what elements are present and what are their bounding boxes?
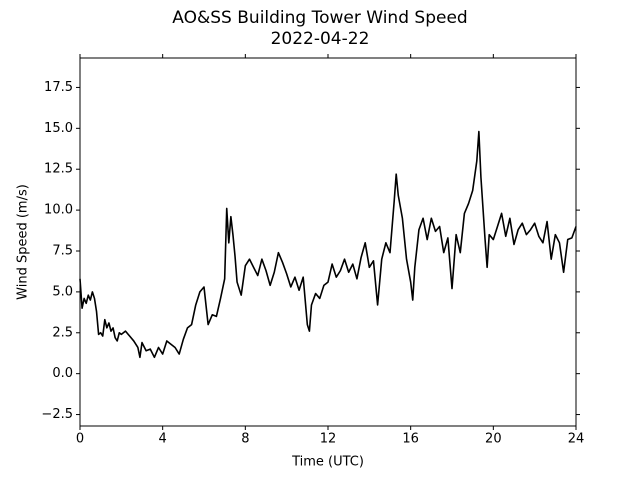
x-tick-label: 0	[76, 432, 84, 447]
x-tick-label: 4	[159, 432, 167, 447]
y-tick-label: −2.5	[41, 407, 73, 422]
x-axis-label: Time (UTC)	[291, 455, 364, 470]
plot-frame	[79, 57, 577, 427]
x-tick-label: 24	[568, 432, 585, 447]
y-tick-label: 12.5	[44, 162, 73, 177]
y-tick-label: 7.5	[52, 243, 73, 258]
x-tick-label: 16	[402, 432, 419, 447]
y-tick-label: 15.0	[44, 121, 73, 136]
x-tick-label: 12	[320, 432, 337, 447]
chart-subtitle: 2022-04-22	[271, 29, 370, 49]
y-tick-label: 0.0	[52, 366, 73, 381]
x-tick-label: 20	[485, 432, 502, 447]
data-line	[79, 130, 577, 359]
x-tick-label: 8	[241, 432, 249, 447]
y-axis-label: Wind Speed (m/s)	[16, 184, 31, 300]
chart-title: AO&SS Building Tower Wind Speed	[172, 8, 467, 28]
y-tick-label: 17.5	[44, 80, 73, 95]
y-tick-label: 5.0	[52, 284, 73, 299]
y-tick-label: 2.5	[52, 325, 73, 340]
y-tick-label: 10.0	[44, 203, 73, 218]
